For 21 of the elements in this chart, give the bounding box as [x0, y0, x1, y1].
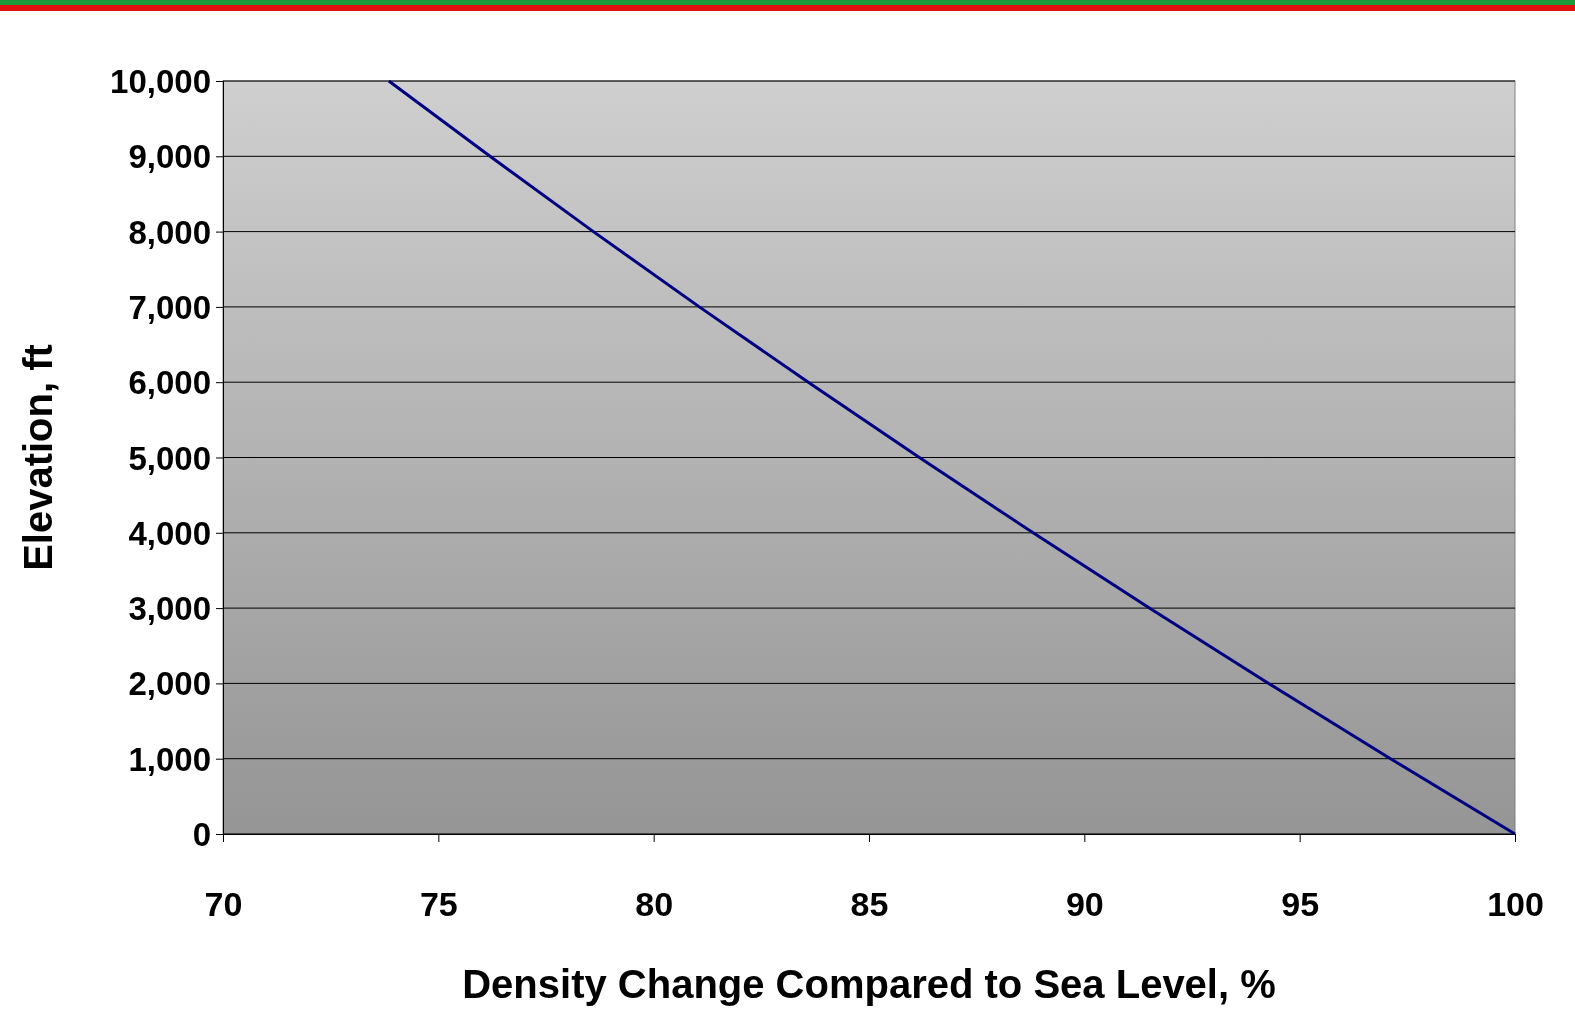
y-tick-label: 5,000	[128, 439, 211, 477]
x-tick-label: 80	[635, 885, 674, 924]
x-tick-label: 90	[1065, 885, 1104, 924]
y-tick-label: 0	[192, 816, 211, 854]
x-tick-label: 95	[1281, 885, 1320, 924]
x-tick-label: 85	[850, 885, 889, 924]
y-tick-label: 2,000	[128, 665, 211, 703]
y-tick-label: 1,000	[128, 740, 211, 778]
line-series	[387, 79, 1517, 836]
y-tick-label: 6,000	[128, 364, 211, 402]
x-tick-label: 75	[419, 885, 458, 924]
x-axis-title: Density Change Compared to Sea Level, %	[462, 962, 1276, 1006]
x-tick-label: 70	[204, 885, 243, 924]
y-tick-label: 4,000	[128, 514, 211, 552]
y-tick-label: 10,000	[110, 63, 211, 101]
y-axis-title: Elevation, ft	[16, 344, 60, 571]
y-tick-label: 7,000	[128, 288, 211, 326]
y-tick-label: 9,000	[128, 138, 211, 176]
y-tick-label: 8,000	[128, 213, 211, 251]
x-tick-label: 100	[1487, 885, 1544, 924]
y-tick-label: 3,000	[128, 590, 211, 628]
